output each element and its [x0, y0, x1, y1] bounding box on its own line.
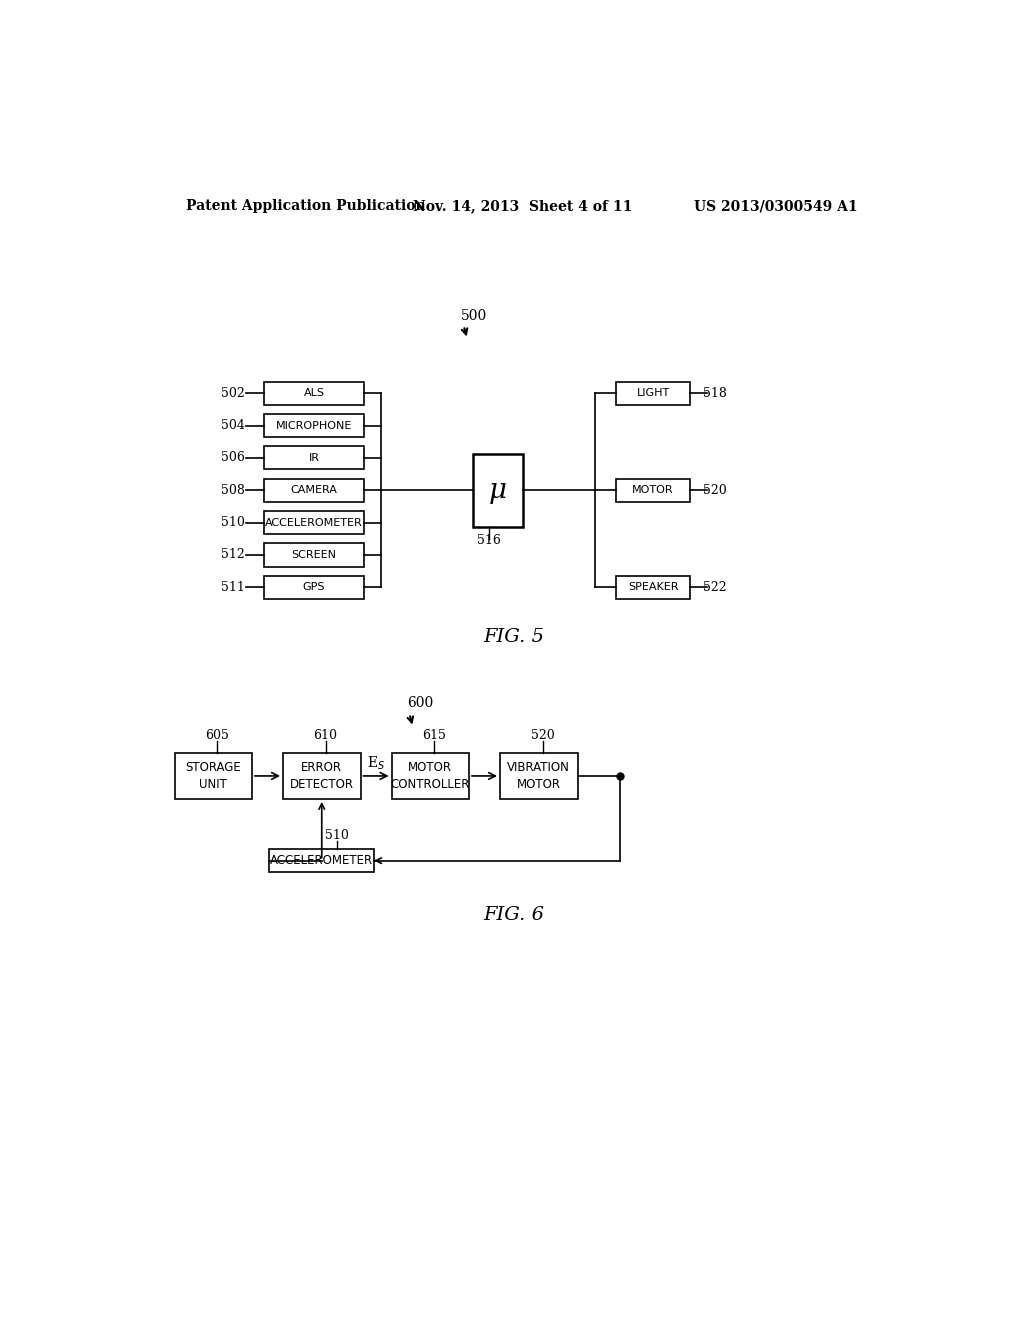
Text: 502: 502	[221, 387, 245, 400]
Text: 615: 615	[422, 729, 446, 742]
FancyBboxPatch shape	[391, 752, 469, 799]
FancyBboxPatch shape	[616, 576, 690, 599]
FancyBboxPatch shape	[616, 479, 690, 502]
FancyBboxPatch shape	[263, 479, 365, 502]
Text: 500: 500	[461, 309, 487, 323]
Text: SCREEN: SCREEN	[292, 550, 337, 560]
Text: MOTOR: MOTOR	[632, 486, 674, 495]
FancyBboxPatch shape	[263, 511, 365, 535]
Text: E$_S$: E$_S$	[367, 755, 385, 772]
FancyBboxPatch shape	[616, 381, 690, 405]
FancyBboxPatch shape	[263, 544, 365, 566]
FancyBboxPatch shape	[174, 752, 252, 799]
Text: MICROPHONE: MICROPHONE	[275, 421, 352, 430]
FancyBboxPatch shape	[269, 849, 374, 873]
Text: Nov. 14, 2013  Sheet 4 of 11: Nov. 14, 2013 Sheet 4 of 11	[414, 199, 633, 213]
Text: MOTOR
CONTROLLER: MOTOR CONTROLLER	[390, 760, 470, 791]
Text: 508: 508	[221, 483, 245, 496]
FancyBboxPatch shape	[500, 752, 578, 799]
FancyBboxPatch shape	[283, 752, 360, 799]
Text: STORAGE
UNIT: STORAGE UNIT	[185, 760, 241, 791]
Text: ALS: ALS	[303, 388, 325, 399]
Text: SPEAKER: SPEAKER	[628, 582, 678, 593]
Text: 516: 516	[477, 535, 501, 548]
Text: ACCELEROMETER: ACCELEROMETER	[270, 854, 374, 867]
FancyBboxPatch shape	[263, 446, 365, 470]
Text: 506: 506	[221, 451, 245, 465]
Text: CAMERA: CAMERA	[291, 486, 338, 495]
Text: FIG. 5: FIG. 5	[483, 628, 544, 647]
Text: US 2013/0300549 A1: US 2013/0300549 A1	[693, 199, 857, 213]
Text: 520: 520	[530, 729, 555, 742]
Text: 510: 510	[221, 516, 245, 529]
Text: 512: 512	[221, 548, 245, 561]
FancyBboxPatch shape	[263, 414, 365, 437]
Text: GPS: GPS	[303, 582, 326, 593]
Text: 504: 504	[221, 418, 245, 432]
Text: ACCELEROMETER: ACCELEROMETER	[265, 517, 362, 528]
Text: 605: 605	[205, 729, 229, 742]
FancyBboxPatch shape	[263, 576, 365, 599]
Text: 520: 520	[702, 483, 727, 496]
FancyBboxPatch shape	[263, 381, 365, 405]
Text: 600: 600	[407, 696, 433, 710]
FancyBboxPatch shape	[473, 454, 523, 527]
Text: LIGHT: LIGHT	[637, 388, 670, 399]
Text: 510: 510	[326, 829, 349, 842]
Text: VIBRATION
MOTOR: VIBRATION MOTOR	[507, 760, 570, 791]
Text: IR: IR	[308, 453, 319, 463]
Text: 518: 518	[702, 387, 727, 400]
Text: FIG. 6: FIG. 6	[483, 906, 544, 924]
Text: 511: 511	[221, 581, 245, 594]
Text: 610: 610	[313, 729, 338, 742]
Text: Patent Application Publication: Patent Application Publication	[186, 199, 426, 213]
Text: 522: 522	[702, 581, 726, 594]
Text: μ: μ	[489, 477, 507, 504]
Text: ERROR
DETECTOR: ERROR DETECTOR	[290, 760, 353, 791]
